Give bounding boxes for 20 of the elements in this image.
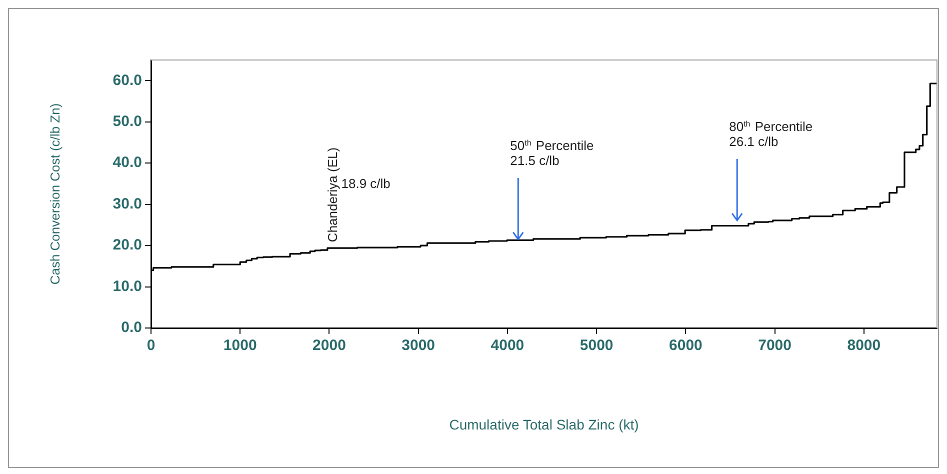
y-axis-title: Cash Conversion Cost (c/lb Zn) [47, 103, 62, 285]
y-tick-label: 50.0 [112, 112, 142, 130]
x-tick-label: 8000 [847, 337, 881, 354]
y-tick-label: 30.0 [112, 195, 142, 212]
x-tick-label: 4000 [490, 337, 524, 354]
x-tick-label: 6000 [669, 337, 702, 354]
y-tick-label: 60.0 [112, 72, 142, 89]
y-tick-label: 0.0 [121, 319, 142, 336]
x-tick-label: 3000 [402, 337, 436, 354]
x-tick-label: 1000 [223, 337, 257, 354]
annotation: 18.9 c/lb [341, 176, 390, 192]
x-tick-label: 2000 [312, 337, 346, 354]
x-tick-label: 5000 [580, 337, 614, 354]
x-tick-label: 0 [146, 337, 156, 354]
y-tick-label: 40.0 [112, 154, 142, 172]
y-tick-label: 10.0 [112, 278, 142, 295]
x-axis-title: Cumulative Total Slab Zinc (kt) [449, 416, 639, 432]
annotation: Chanderiya (EL) [325, 147, 340, 242]
x-tick-label: 7000 [758, 337, 792, 354]
y-tick-label: 20.0 [112, 236, 142, 254]
